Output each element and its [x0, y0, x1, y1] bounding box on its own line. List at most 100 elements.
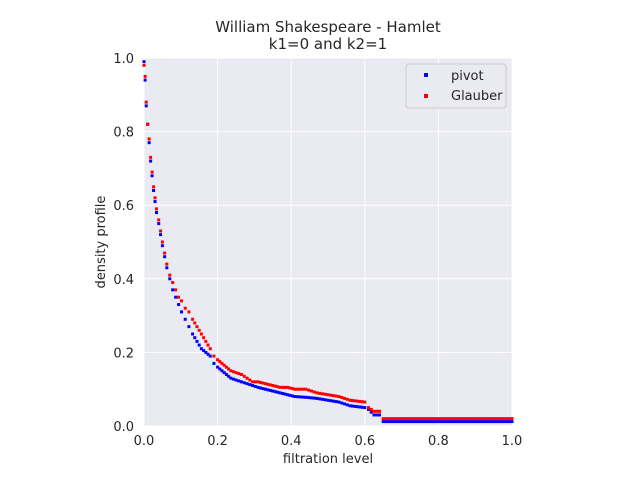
- point-pivot: [208, 354, 212, 358]
- point-pivot: [276, 390, 280, 394]
- point-glauber: [402, 417, 406, 421]
- point-glauber: [149, 155, 153, 159]
- point-glauber: [375, 409, 379, 413]
- point-glauber: [222, 363, 226, 367]
- point-pivot: [427, 420, 431, 424]
- point-pivot: [412, 420, 416, 424]
- point-pivot: [323, 398, 327, 402]
- point-pivot: [402, 420, 406, 424]
- point-glauber: [224, 365, 228, 369]
- point-pivot: [149, 159, 153, 163]
- point-glauber: [332, 394, 336, 398]
- point-pivot: [153, 200, 157, 204]
- point-pivot: [293, 395, 297, 399]
- point-glauber: [326, 393, 330, 397]
- point-pivot: [461, 420, 465, 424]
- point-glauber: [360, 400, 364, 404]
- point-glauber: [337, 395, 341, 399]
- point-pivot: [353, 404, 357, 408]
- point-pivot: [478, 420, 482, 424]
- point-pivot: [400, 420, 404, 424]
- point-pivot: [483, 420, 487, 424]
- point-glauber: [315, 391, 319, 395]
- point-glauber: [493, 417, 497, 421]
- point-glauber: [505, 417, 509, 421]
- point-glauber: [283, 385, 287, 389]
- point-glauber: [386, 417, 390, 421]
- point-glauber: [353, 399, 357, 403]
- point-glauber: [369, 407, 373, 411]
- point-pivot: [348, 404, 352, 408]
- point-glauber: [248, 378, 252, 382]
- point-glauber: [220, 361, 224, 365]
- point-glauber: [485, 417, 489, 421]
- point-glauber: [478, 417, 482, 421]
- point-glauber: [261, 381, 265, 385]
- point-glauber: [481, 417, 485, 421]
- point-glauber: [343, 396, 347, 400]
- point-pivot: [168, 277, 172, 281]
- point-glauber: [208, 347, 212, 351]
- point-glauber: [202, 336, 206, 340]
- point-pivot: [171, 288, 175, 292]
- point-glauber: [378, 409, 382, 413]
- point-glauber: [195, 325, 199, 329]
- point-pivot: [493, 420, 497, 424]
- point-glauber: [157, 218, 161, 222]
- point-glauber: [143, 74, 147, 78]
- point-pivot: [187, 325, 191, 329]
- point-glauber: [273, 384, 277, 388]
- point-glauber: [206, 343, 210, 347]
- point-pivot: [193, 336, 197, 340]
- point-glauber: [466, 417, 470, 421]
- point-glauber: [153, 196, 157, 200]
- point-glauber: [500, 417, 504, 421]
- point-pivot: [334, 400, 338, 404]
- grid-lines: [143, 57, 513, 427]
- point-glauber: [476, 417, 480, 421]
- point-pivot: [251, 384, 255, 388]
- point-glauber: [199, 332, 203, 336]
- point-glauber: [394, 417, 398, 421]
- point-pivot: [160, 244, 164, 248]
- y-axis-label: density profile: [94, 196, 109, 289]
- point-pivot: [431, 420, 435, 424]
- point-glauber: [392, 417, 396, 421]
- point-pivot: [312, 396, 316, 400]
- point-pivot: [195, 339, 199, 343]
- point-pivot: [147, 141, 151, 145]
- point-glauber: [449, 417, 453, 421]
- point-pivot: [180, 310, 184, 314]
- point-glauber: [389, 417, 393, 421]
- point-pivot: [436, 420, 440, 424]
- point-glauber: [147, 137, 151, 141]
- point-pivot: [424, 420, 428, 424]
- point-glauber: [508, 417, 512, 421]
- point-pivot: [183, 317, 187, 321]
- point-glauber: [454, 417, 458, 421]
- point-pivot: [229, 376, 233, 380]
- point-glauber: [405, 417, 409, 421]
- point-pivot: [419, 420, 423, 424]
- point-pivot: [332, 399, 336, 403]
- point-glauber: [334, 394, 338, 398]
- point-glauber: [498, 417, 502, 421]
- point-pivot: [278, 391, 282, 395]
- point-glauber: [253, 380, 257, 384]
- point-glauber: [229, 369, 233, 373]
- point-glauber: [366, 406, 370, 410]
- point-pivot: [281, 391, 285, 395]
- legend-swatch-glauber: [424, 94, 428, 98]
- point-glauber: [400, 417, 404, 421]
- point-glauber: [441, 417, 445, 421]
- point-pivot: [237, 379, 241, 383]
- point-pivot: [500, 420, 504, 424]
- point-glauber: [152, 185, 156, 189]
- point-glauber: [471, 417, 475, 421]
- point-pivot: [318, 397, 322, 401]
- point-glauber: [251, 380, 255, 384]
- point-pivot: [224, 372, 228, 376]
- x-tick-label: 0.4: [281, 434, 302, 449]
- point-glauber: [340, 395, 344, 399]
